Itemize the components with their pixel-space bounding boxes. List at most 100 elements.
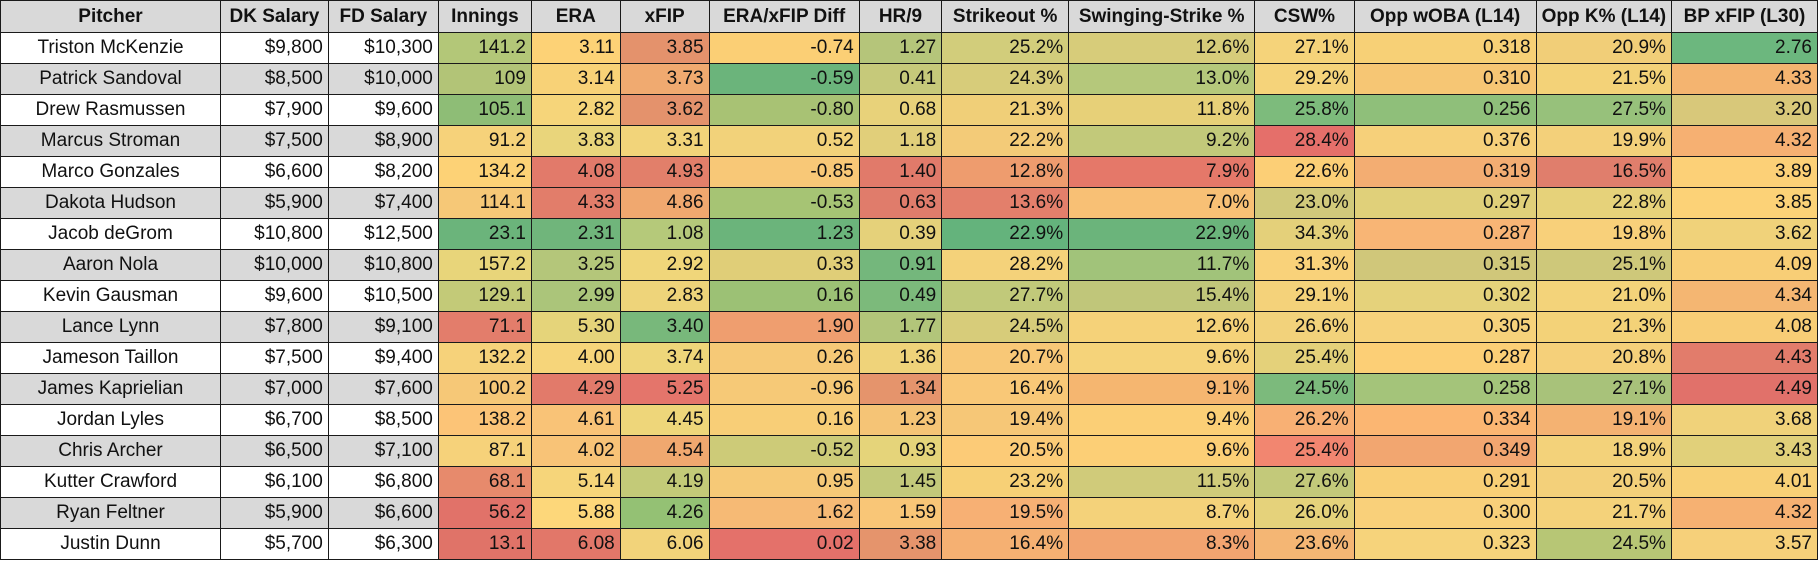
stat-cell[interactable]: 1.27 — [858, 32, 943, 64]
stat-cell[interactable]: -0.59 — [708, 63, 860, 95]
stat-cell[interactable]: 12.6% — [1068, 311, 1256, 343]
stat-cell[interactable]: 3.85 — [619, 32, 710, 64]
salary-cell[interactable]: $9,400 — [327, 342, 439, 374]
stat-cell[interactable]: 12.6% — [1068, 32, 1256, 64]
pitcher-name-cell[interactable]: Kevin Gausman — [0, 280, 221, 312]
column-header[interactable]: ERA/xFIP Diff — [708, 0, 860, 33]
salary-cell[interactable]: $10,800 — [327, 249, 439, 281]
stat-cell[interactable]: 129.1 — [437, 280, 532, 312]
salary-cell[interactable]: $8,500 — [219, 63, 329, 95]
pitcher-name-cell[interactable]: Patrick Sandoval — [0, 63, 221, 95]
stat-cell[interactable]: 27.1% — [1535, 373, 1672, 405]
stat-cell[interactable]: 9.6% — [1068, 435, 1256, 467]
stat-cell[interactable]: 11.8% — [1068, 94, 1256, 126]
salary-cell[interactable]: $6,600 — [219, 156, 329, 188]
stat-cell[interactable]: 4.49 — [1670, 373, 1818, 405]
pitcher-name-cell[interactable]: James Kaprielian — [0, 373, 221, 405]
stat-cell[interactable]: 24.3% — [941, 63, 1070, 95]
stat-cell[interactable]: 18.9% — [1535, 435, 1672, 467]
stat-cell[interactable]: 21.5% — [1535, 63, 1672, 95]
stat-cell[interactable]: 26.2% — [1254, 404, 1355, 436]
stat-cell[interactable]: 0.319 — [1353, 156, 1537, 188]
stat-cell[interactable]: 3.73 — [619, 63, 710, 95]
stat-cell[interactable]: 22.9% — [941, 218, 1070, 250]
stat-cell[interactable]: 0.258 — [1353, 373, 1537, 405]
stat-cell[interactable]: 26.6% — [1254, 311, 1355, 343]
stat-cell[interactable]: 1.23 — [708, 218, 860, 250]
pitcher-name-cell[interactable]: Marcus Stroman — [0, 125, 221, 157]
stat-cell[interactable]: 13.0% — [1068, 63, 1256, 95]
column-header[interactable]: DK Salary — [219, 0, 329, 33]
stat-cell[interactable]: 0.33 — [708, 249, 860, 281]
stat-cell[interactable]: -0.52 — [708, 435, 860, 467]
salary-cell[interactable]: $7,000 — [219, 373, 329, 405]
stat-cell[interactable]: 1.77 — [858, 311, 943, 343]
stat-cell[interactable]: 0.315 — [1353, 249, 1537, 281]
salary-cell[interactable]: $7,500 — [219, 342, 329, 374]
stat-cell[interactable]: 13.1 — [437, 528, 532, 560]
stat-cell[interactable]: 25.8% — [1254, 94, 1355, 126]
salary-cell[interactable]: $7,900 — [219, 94, 329, 126]
stat-cell[interactable]: 27.1% — [1254, 32, 1355, 64]
stat-cell[interactable]: 4.19 — [619, 466, 710, 498]
stat-cell[interactable]: 1.45 — [858, 466, 943, 498]
stat-cell[interactable]: 2.76 — [1670, 32, 1818, 64]
stat-cell[interactable]: -0.85 — [708, 156, 860, 188]
stat-cell[interactable]: 19.8% — [1535, 218, 1672, 250]
pitcher-name-cell[interactable]: Marco Gonzales — [0, 156, 221, 188]
column-header[interactable]: CSW% — [1254, 0, 1355, 33]
stat-cell[interactable]: 23.0% — [1254, 187, 1355, 219]
column-header[interactable]: ERA — [530, 0, 621, 33]
salary-cell[interactable]: $7,600 — [327, 373, 439, 405]
salary-cell[interactable]: $9,800 — [219, 32, 329, 64]
salary-cell[interactable]: $10,000 — [327, 63, 439, 95]
stat-cell[interactable]: 1.08 — [619, 218, 710, 250]
stat-cell[interactable]: 31.3% — [1254, 249, 1355, 281]
stat-cell[interactable]: 19.5% — [941, 497, 1070, 529]
stat-cell[interactable]: 4.61 — [530, 404, 621, 436]
salary-cell[interactable]: $6,600 — [327, 497, 439, 529]
stat-cell[interactable]: 34.3% — [1254, 218, 1355, 250]
stat-cell[interactable]: 26.0% — [1254, 497, 1355, 529]
pitcher-name-cell[interactable]: Jordan Lyles — [0, 404, 221, 436]
salary-cell[interactable]: $6,300 — [327, 528, 439, 560]
stat-cell[interactable]: 4.43 — [1670, 342, 1818, 374]
stat-cell[interactable]: 3.31 — [619, 125, 710, 157]
column-header[interactable]: Innings — [437, 0, 532, 33]
stat-cell[interactable]: 28.2% — [941, 249, 1070, 281]
stat-cell[interactable]: 0.256 — [1353, 94, 1537, 126]
stat-cell[interactable]: 7.0% — [1068, 187, 1256, 219]
stat-cell[interactable]: 1.90 — [708, 311, 860, 343]
stat-cell[interactable]: 0.310 — [1353, 63, 1537, 95]
stat-cell[interactable]: 21.7% — [1535, 497, 1672, 529]
salary-cell[interactable]: $9,600 — [327, 94, 439, 126]
stat-cell[interactable]: 0.95 — [708, 466, 860, 498]
salary-cell[interactable]: $5,700 — [219, 528, 329, 560]
stat-cell[interactable]: 0.318 — [1353, 32, 1537, 64]
stat-cell[interactable]: 24.5% — [1535, 528, 1672, 560]
pitcher-name-cell[interactable]: Drew Rasmussen — [0, 94, 221, 126]
stat-cell[interactable]: 16.4% — [941, 373, 1070, 405]
stat-cell[interactable]: 157.2 — [437, 249, 532, 281]
stat-cell[interactable]: 5.30 — [530, 311, 621, 343]
pitcher-name-cell[interactable]: Jameson Taillon — [0, 342, 221, 374]
salary-cell[interactable]: $8,900 — [327, 125, 439, 157]
salary-cell[interactable]: $10,300 — [327, 32, 439, 64]
stat-cell[interactable]: 3.85 — [1670, 187, 1818, 219]
stat-cell[interactable]: 12.8% — [941, 156, 1070, 188]
stat-cell[interactable]: 4.33 — [1670, 63, 1818, 95]
stat-cell[interactable]: 5.88 — [530, 497, 621, 529]
stat-cell[interactable]: 13.6% — [941, 187, 1070, 219]
salary-cell[interactable]: $6,100 — [219, 466, 329, 498]
stat-cell[interactable]: 25.4% — [1254, 435, 1355, 467]
stat-cell[interactable]: 68.1 — [437, 466, 532, 498]
stat-cell[interactable]: 0.323 — [1353, 528, 1537, 560]
stat-cell[interactable]: 4.02 — [530, 435, 621, 467]
stat-cell[interactable]: 0.68 — [858, 94, 943, 126]
pitcher-name-cell[interactable]: Ryan Feltner — [0, 497, 221, 529]
stat-cell[interactable]: 19.4% — [941, 404, 1070, 436]
column-header[interactable]: Strikeout % — [941, 0, 1070, 33]
stat-cell[interactable]: 4.33 — [530, 187, 621, 219]
stat-cell[interactable]: 8.3% — [1068, 528, 1256, 560]
stat-cell[interactable]: 3.25 — [530, 249, 621, 281]
